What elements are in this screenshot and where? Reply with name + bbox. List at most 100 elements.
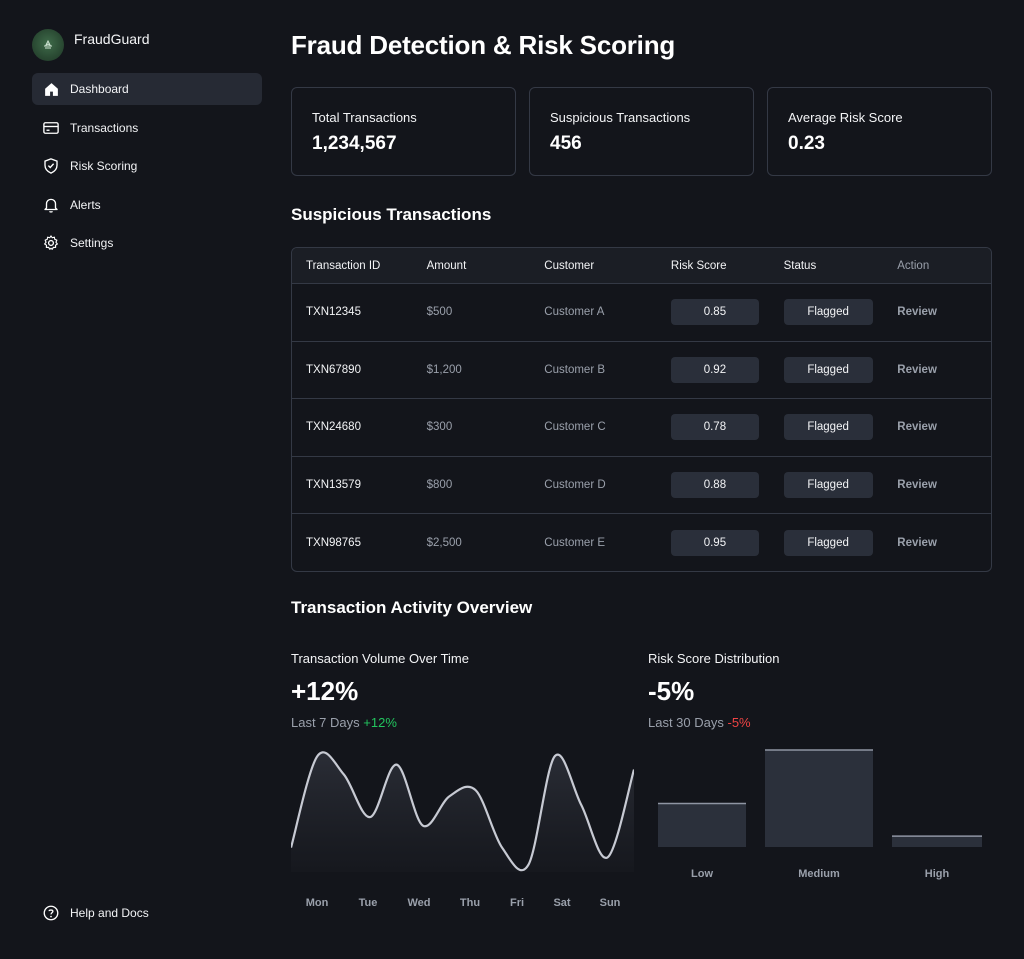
stat-label: Average Risk Score (788, 110, 903, 125)
amount: $300 (426, 421, 453, 434)
shield-check-icon (42, 157, 60, 175)
table-row: TXN12345 $500 Customer A 0.85 Flagged Re… (292, 284, 991, 342)
stat-label: Suspicious Transactions (550, 110, 691, 125)
sidebar-item-label: Transactions (70, 120, 139, 135)
stats-row: Total Transactions 1,234,567 Suspicious … (291, 87, 992, 176)
period-label: Last 7 Days (291, 715, 360, 730)
sidebar-item-label: Dashboard (70, 82, 129, 96)
x-tick-label: High (925, 868, 950, 880)
stat-card-average-risk-score: Average Risk Score 0.23 (767, 87, 992, 176)
x-tick-label: Wed (407, 897, 430, 909)
x-tick-label: Low (691, 868, 713, 880)
customer: Customer B (544, 363, 606, 376)
volume-chart-panel: Transaction Volume Over Time +12% Last 7… (291, 651, 634, 730)
amount: $2,500 (426, 537, 462, 550)
chart-period: Last 7 Days +12% (291, 715, 634, 730)
delta-negative: -5% (727, 715, 751, 730)
help-label: Help and Docs (70, 906, 149, 920)
suspicious-section-title: Suspicious Transactions (291, 205, 492, 224)
customer: Customer C (544, 421, 606, 434)
amount: $800 (426, 479, 453, 492)
column-header: Risk Score (670, 259, 727, 272)
table-row: TXN13579 $800 Customer D 0.88 Flagged Re… (292, 457, 991, 515)
status-badge[interactable]: Flagged (783, 356, 873, 383)
status-badge[interactable]: Flagged (783, 472, 873, 499)
column-header: Customer (544, 259, 595, 272)
transaction-id: TXN98765 (306, 537, 361, 550)
stat-card-suspicious-transactions: Suspicious Transactions 456 (529, 87, 754, 176)
customer: Customer E (544, 537, 606, 550)
table-row: TXN98765 $2,500 Customer E 0.95 Flagged … (292, 514, 991, 571)
table-row: TXN24680 $300 Customer C 0.78 Flagged Re… (292, 399, 991, 457)
bell-icon (42, 196, 60, 214)
status-badge[interactable]: Flagged (783, 299, 873, 326)
chart-area-fill (291, 752, 634, 872)
suspicious-transactions-table: Transaction ID Amount Customer Risk Scor… (291, 247, 992, 572)
credit-card-icon (42, 119, 60, 137)
chart-headline-value: -5% (648, 676, 695, 706)
chart-series-line (291, 751, 634, 872)
sidebar-item-transactions[interactable]: Transactions (32, 112, 262, 144)
activity-section-title: Transaction Activity Overview (291, 598, 533, 617)
customer: Customer A (544, 306, 605, 319)
bar-medium (765, 749, 873, 847)
column-header: Action (897, 259, 930, 272)
amount: $1,200 (426, 363, 462, 376)
status-badge[interactable]: Flagged (783, 530, 873, 557)
column-header: Transaction ID (306, 259, 381, 272)
risk-score-badge: 0.92 (670, 356, 759, 383)
x-tick-label: Mon (306, 897, 329, 909)
x-tick-label: Sat (553, 897, 570, 909)
sidebar-item-label: Risk Scoring (70, 159, 138, 173)
customer: Customer D (544, 479, 606, 492)
help-and-docs-link[interactable]: Help and Docs (42, 904, 149, 922)
risk-score-badge: 0.85 (670, 299, 759, 326)
brand-name: FraudGuard (74, 31, 150, 47)
sidebar-item-dashboard[interactable]: Dashboard (32, 73, 262, 105)
x-tick-label: Fri (510, 897, 524, 909)
stat-value: 456 (550, 133, 582, 154)
transaction-id: TXN12345 (306, 306, 361, 319)
review-button[interactable]: Review (897, 537, 937, 550)
table-row: TXN67890 $1,200 Customer B 0.92 Flagged … (292, 342, 991, 400)
sidebar-item-alerts[interactable]: Alerts (32, 189, 262, 221)
sidebar: FraudGuard Dashboard Transactions Risk S… (0, 0, 280, 959)
column-header: Status (783, 259, 817, 272)
risk-bar-chart: Low Medium High (658, 749, 982, 880)
status-badge[interactable]: Flagged (783, 414, 873, 441)
transaction-id: TXN13579 (306, 479, 361, 492)
stat-label: Total Transactions (312, 110, 417, 125)
risk-score-badge: 0.78 (670, 414, 759, 441)
sidebar-item-settings[interactable]: Settings (32, 227, 262, 259)
risk-score-badge: 0.95 (670, 530, 759, 557)
sidebar-nav: Dashboard Transactions Risk Scoring Aler… (32, 73, 262, 266)
brand-logo-icon (32, 29, 64, 61)
transaction-id: TXN67890 (306, 363, 361, 376)
chart-headline-value: +12% (291, 676, 359, 706)
x-tick-label: Thu (460, 897, 480, 909)
home-icon (42, 80, 60, 98)
volume-line-chart: Mon Tue Wed Thu Fri Sat Sun (291, 751, 634, 909)
chart-title: Transaction Volume Over Time (291, 651, 469, 666)
amount: $500 (426, 306, 453, 319)
transaction-id: TXN24680 (306, 421, 361, 434)
stat-value: 1,234,567 (312, 133, 397, 154)
risk-score-badge: 0.88 (670, 472, 759, 499)
bar-low (658, 803, 746, 847)
risk-chart-panel: Risk Score Distribution -5% Last 30 Days… (648, 651, 992, 730)
gear-icon (42, 234, 60, 252)
review-button[interactable]: Review (897, 479, 937, 492)
page-title: Fraud Detection & Risk Scoring (291, 30, 676, 60)
chart-title: Risk Score Distribution (648, 651, 780, 666)
review-button[interactable]: Review (897, 363, 937, 376)
sidebar-item-label: Alerts (70, 197, 101, 212)
brand: FraudGuard (32, 29, 149, 61)
review-button[interactable]: Review (897, 421, 937, 434)
review-button[interactable]: Review (897, 306, 937, 319)
column-header: Amount (426, 259, 467, 272)
sidebar-item-risk-scoring[interactable]: Risk Scoring (32, 150, 262, 182)
chart-period: Last 30 Days -5% (648, 715, 992, 730)
table-header: Transaction ID Amount Customer Risk Scor… (292, 248, 991, 284)
x-tick-label: Tue (359, 897, 378, 909)
delta-positive: +12% (363, 715, 397, 730)
